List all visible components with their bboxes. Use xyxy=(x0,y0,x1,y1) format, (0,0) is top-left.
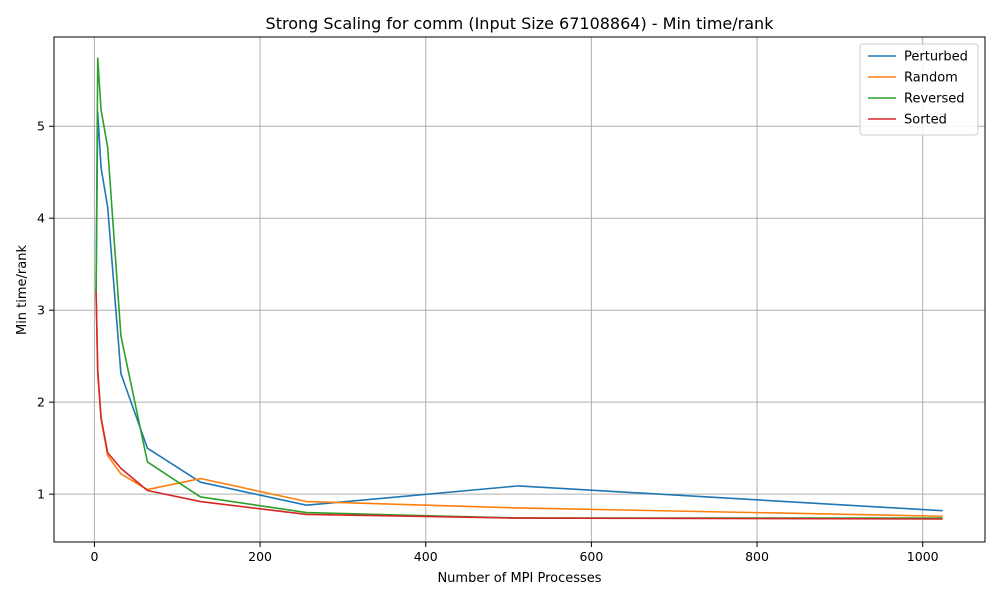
x-tick-label: 200 xyxy=(248,549,272,564)
x-tick-label: 1000 xyxy=(907,549,939,564)
series-line-sorted xyxy=(95,291,943,520)
x-tick-label: 600 xyxy=(579,549,603,564)
plot-frame xyxy=(53,36,986,543)
legend-label: Random xyxy=(904,71,958,86)
y-tick-label: 4 xyxy=(37,211,45,226)
axis-ticks: 0 200 400 600 800 1000 1 2 3 4 5 xyxy=(37,119,939,564)
series-lines xyxy=(95,57,943,520)
x-axis-label: Number of MPI Processes xyxy=(437,571,601,586)
legend: Perturbed Random Reversed Sorted xyxy=(859,43,979,136)
series-line-perturbed xyxy=(95,111,943,512)
chart-title: Strong Scaling for comm (Input Size 6710… xyxy=(266,14,775,33)
y-tick-label: 1 xyxy=(37,487,45,502)
legend-label: Perturbed xyxy=(904,50,968,65)
x-tick-label: 800 xyxy=(745,549,769,564)
x-tick-label: 0 xyxy=(90,549,98,564)
x-tick-label: 400 xyxy=(414,549,438,564)
y-tick-label: 3 xyxy=(37,303,45,318)
y-tick-label: 2 xyxy=(37,395,45,410)
legend-box xyxy=(859,43,979,136)
y-axis-label: Min time/rank xyxy=(15,245,30,336)
series-line-reversed xyxy=(95,57,943,519)
y-tick-label: 5 xyxy=(37,119,45,134)
legend-label: Sorted xyxy=(904,113,947,128)
legend-label: Reversed xyxy=(904,92,965,107)
